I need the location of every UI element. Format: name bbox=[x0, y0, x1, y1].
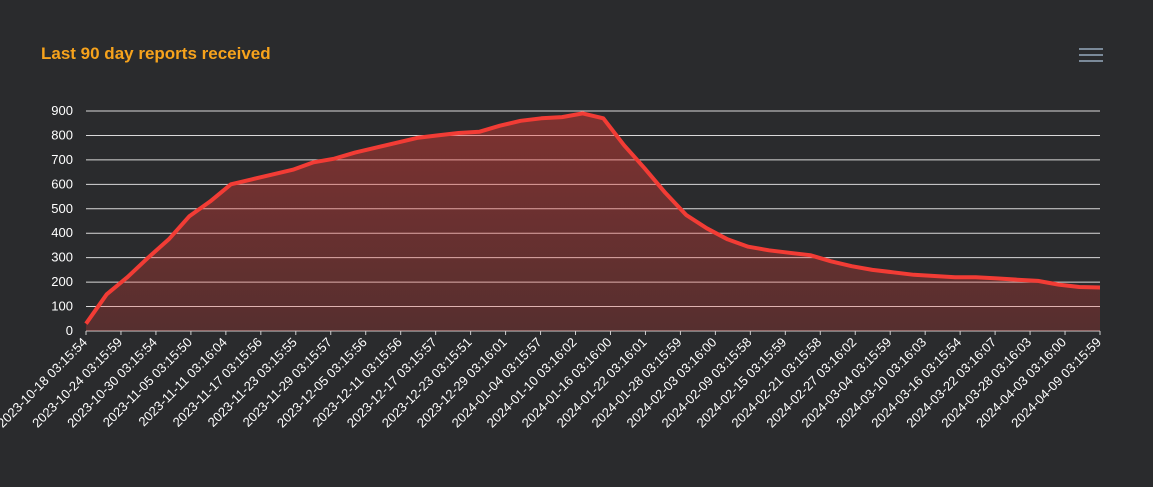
y-tick-label: 200 bbox=[51, 274, 73, 289]
hamburger-menu-icon[interactable] bbox=[1079, 48, 1103, 66]
y-tick-label: 0 bbox=[66, 323, 73, 338]
series-line-path bbox=[84, 111, 1101, 325]
y-tick-label: 900 bbox=[51, 103, 73, 118]
chart-title: Last 90 day reports received bbox=[41, 44, 271, 63]
y-tick-label: 800 bbox=[51, 127, 73, 142]
y-tick-label: 300 bbox=[51, 250, 73, 265]
area-fill bbox=[86, 113, 1100, 332]
y-tick-label: 500 bbox=[51, 201, 73, 216]
menu-bar bbox=[1079, 60, 1103, 62]
y-tick-label: 700 bbox=[51, 152, 73, 167]
series-line bbox=[84, 111, 1101, 325]
y-axis-labels: 0 100 200 300 400 500 600 700 800 900 bbox=[51, 103, 73, 338]
y-tick-label: 100 bbox=[51, 299, 73, 314]
series-area bbox=[86, 113, 1100, 332]
menu-bar bbox=[1079, 54, 1103, 56]
menu-bar bbox=[1079, 48, 1103, 50]
y-tick-label: 600 bbox=[51, 176, 73, 191]
y-tick-label: 400 bbox=[51, 225, 73, 240]
